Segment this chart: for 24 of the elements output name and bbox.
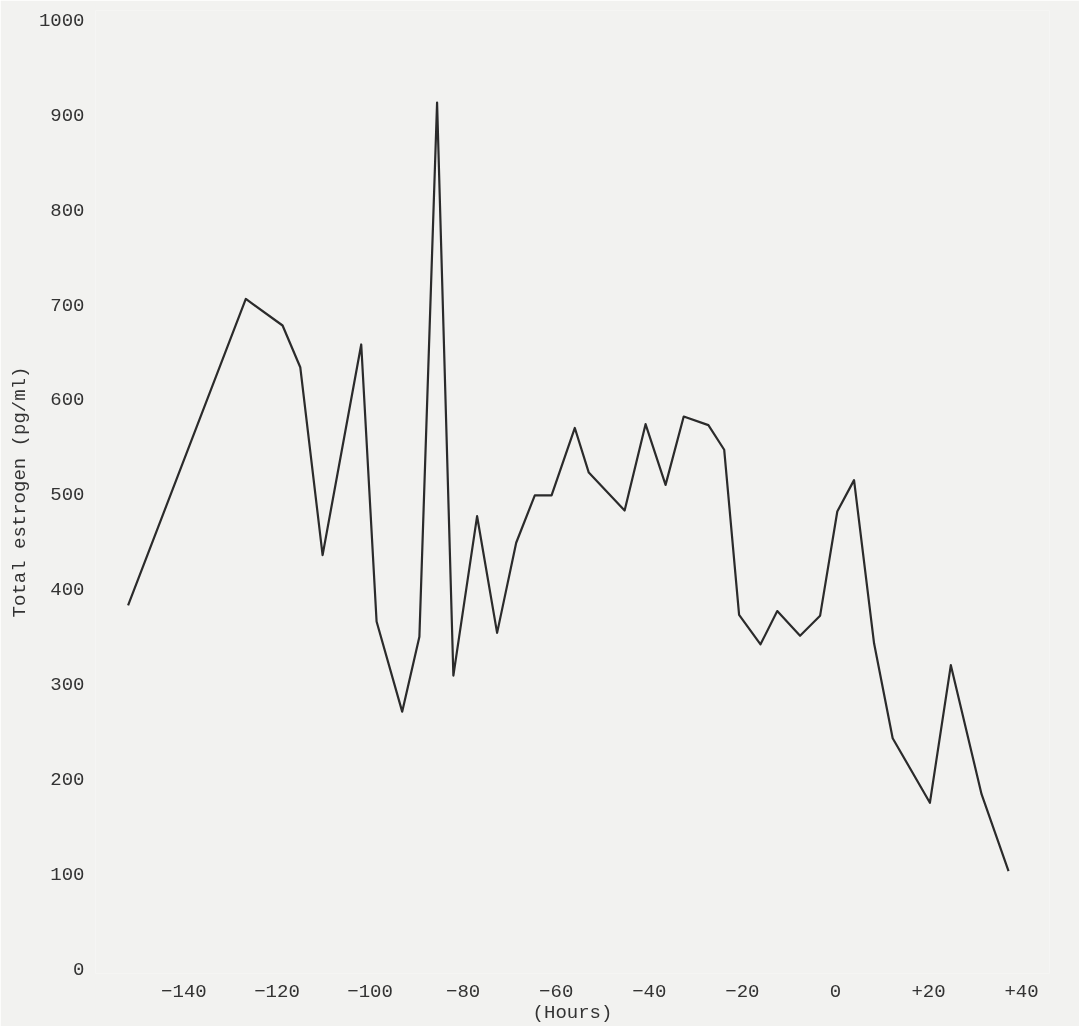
line-series	[126, 101, 1010, 873]
y-tick-label: 600	[50, 389, 85, 412]
x-tick-label: −120	[254, 980, 300, 1003]
x-axis-title: (Hours)	[532, 1001, 613, 1024]
x-tick-label: −140	[161, 980, 207, 1003]
y-tick-label: 1000	[38, 9, 85, 32]
y-tick-label: 700	[50, 294, 85, 317]
x-tick-label: −60	[539, 980, 574, 1003]
x-tick-label: +40	[1004, 980, 1039, 1003]
y-tick-label: 500	[50, 484, 85, 507]
x-tick-label: −80	[446, 980, 481, 1003]
x-tick-label: −20	[725, 980, 760, 1003]
y-tick-label: 0	[73, 958, 85, 981]
y-tick-label: 300	[50, 674, 85, 697]
x-tick-label: −100	[347, 980, 393, 1003]
y-tick-label: 100	[50, 863, 85, 886]
y-tick-label: 900	[50, 104, 85, 127]
y-tick-label: 200	[50, 769, 85, 791]
x-tick-label: −40	[632, 980, 667, 1003]
y-axis-title: Total estrogen (pg/ml)	[8, 366, 31, 618]
y-tick-label: 800	[50, 199, 85, 222]
y-tick-label: 400	[50, 579, 85, 602]
x-tick-label: 0	[829, 980, 842, 1003]
x-tick-label: +20	[911, 980, 946, 1003]
